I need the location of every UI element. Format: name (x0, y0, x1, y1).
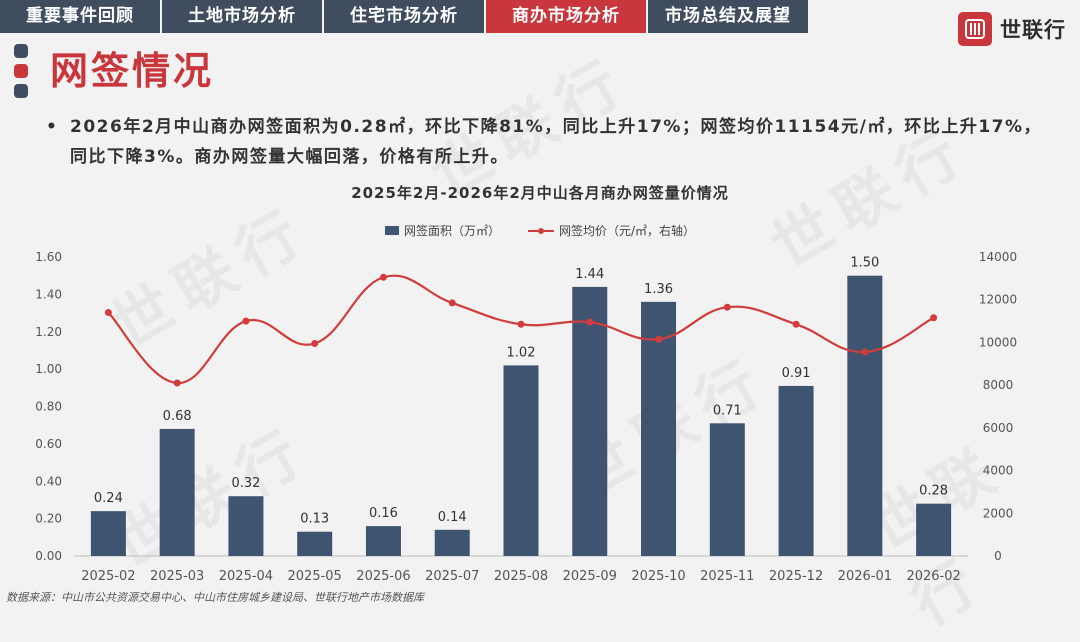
x-tick-label: 2026-01 (838, 569, 892, 584)
decoration-square (14, 64, 28, 78)
y-right-tick-label: 0 (994, 549, 1002, 563)
bar (709, 423, 745, 556)
x-tick-label: 2025-12 (769, 569, 823, 584)
price-point (930, 314, 938, 322)
legend-item-price: 网签均价（元/㎡，右轴） (527, 222, 696, 239)
x-tick-label: 2025-02 (81, 569, 135, 584)
x-tick-label: 2025-10 (631, 569, 685, 584)
bar-value-label: 0.71 (713, 403, 742, 418)
y-left-tick-label: 0.00 (35, 549, 62, 563)
price-point (655, 335, 663, 343)
bar-value-label: 0.68 (163, 409, 192, 424)
bar (641, 301, 677, 556)
bar-value-label: 1.44 (575, 267, 604, 282)
price-point (723, 303, 731, 311)
price-point (517, 320, 525, 328)
bar (228, 496, 264, 556)
y-right-tick-label: 6000 (983, 421, 1014, 435)
logo: 世联行 (958, 12, 1066, 46)
legend-bar-swatch (384, 226, 399, 235)
bar (572, 286, 608, 556)
x-tick-label: 2025-06 (356, 569, 410, 584)
bar (778, 385, 814, 556)
y-right-tick-label: 10000 (979, 335, 1017, 349)
chart-legend: 网签面积（万㎡） 网签均价（元/㎡，右轴） (0, 222, 1080, 239)
title-decoration (14, 44, 28, 104)
bar-value-label: 0.28 (919, 484, 948, 499)
price-line (107, 274, 935, 385)
y-left-tick-label: 1.20 (35, 325, 62, 339)
x-tick-label: 2025-11 (700, 569, 754, 584)
y-left-tick-label: 1.00 (35, 362, 62, 376)
x-tick-label: 2025-08 (494, 569, 548, 584)
price-point (586, 318, 594, 326)
bar (365, 526, 401, 556)
price-point (448, 299, 456, 307)
tab-residential-market[interactable]: 住宅市场分析 (324, 0, 484, 33)
y-right-tick-label: 8000 (983, 378, 1014, 392)
y-left-tick-label: 1.60 (35, 250, 62, 264)
bar-value-label: 1.36 (644, 282, 673, 297)
x-tick-label: 2025-04 (219, 569, 273, 584)
y-left-tick-label: 0.60 (35, 437, 62, 451)
x-tick-label: 2025-07 (425, 569, 479, 584)
chart-title: 2025年2月-2026年2月中山各月商办网签量价情况 (351, 184, 729, 202)
y-left-tick-label: 0.20 (35, 512, 62, 526)
bar-value-label: 0.16 (369, 506, 398, 521)
price-point (311, 339, 319, 347)
price-point (861, 348, 869, 356)
price-point (104, 309, 112, 317)
y-right-tick-label: 14000 (979, 250, 1017, 264)
x-tick-label: 2025-09 (563, 569, 617, 584)
price-point (792, 320, 800, 328)
bar-value-label: 1.02 (507, 345, 536, 360)
bar (503, 365, 539, 556)
legend-label-price: 网签均价（元/㎡，右轴） (558, 224, 696, 238)
y-right-tick-label: 4000 (983, 464, 1014, 478)
legend-item-area: 网签面积（万㎡） (384, 222, 500, 239)
bar-value-label: 0.32 (231, 476, 260, 491)
price-point (379, 273, 387, 281)
legend-label-area: 网签面积（万㎡） (403, 224, 500, 238)
y-left-tick-label: 0.40 (35, 474, 62, 488)
bar-value-label: 0.91 (782, 366, 811, 381)
bar (847, 275, 883, 556)
decoration-square (14, 84, 28, 98)
bar (297, 531, 333, 556)
logo-icon (958, 12, 992, 46)
price-point (242, 317, 250, 325)
legend-line-swatch (527, 227, 554, 234)
bullet-dot-icon: • (46, 117, 59, 137)
price-point (173, 379, 181, 387)
data-source-footer: 数据来源：中山市公共资源交易中心、中山市住房城乡建设局、世联行地产市场数据库 (6, 591, 424, 604)
page-title: 网签情况 (50, 49, 215, 93)
decoration-square (14, 44, 28, 58)
tab-land-market[interactable]: 土地市场分析 (162, 0, 322, 33)
x-tick-label: 2025-05 (288, 569, 342, 584)
y-right-tick-label: 2000 (983, 506, 1014, 520)
y-left-tick-label: 1.40 (35, 287, 62, 301)
chart-plot: 0.00 0.20 0.40 0.60 0.80 1.00 1.20 1.40 1.60 0 200… (35, 250, 1017, 584)
bar (90, 511, 126, 556)
x-tick-label: 2025-03 (150, 569, 204, 584)
summary-bullet: • 2026年2月中山商办网签面积为0.28㎡，环比下降81%，同比上升17%；… (46, 112, 1046, 172)
bar (434, 529, 470, 556)
y-right-tick-label: 12000 (979, 293, 1017, 307)
y-left-tick-label: 0.80 (35, 400, 62, 414)
logo-text: 世联行 (1000, 18, 1066, 42)
bar-value-label: 0.14 (438, 510, 467, 525)
bar (916, 503, 952, 556)
bar-value-label: 0.24 (94, 491, 123, 506)
bar-value-label: 1.50 (850, 256, 879, 271)
tab-events-review[interactable]: 重要事件回顾 (0, 0, 160, 33)
x-tick-label: 2026-02 (906, 569, 960, 584)
summary-text: 2026年2月中山商办网签面积为0.28㎡，环比下降81%，同比上升17%；网签… (70, 117, 1043, 167)
bar (159, 428, 195, 556)
tab-summary-outlook[interactable]: 市场总结及展望 (648, 0, 808, 33)
tab-commercial-market[interactable]: 商办市场分析 (486, 0, 646, 33)
section-tabs: 重要事件回顾 土地市场分析 住宅市场分析 商办市场分析 市场总结及展望 (0, 0, 810, 33)
bar-value-label: 0.13 (300, 512, 329, 527)
